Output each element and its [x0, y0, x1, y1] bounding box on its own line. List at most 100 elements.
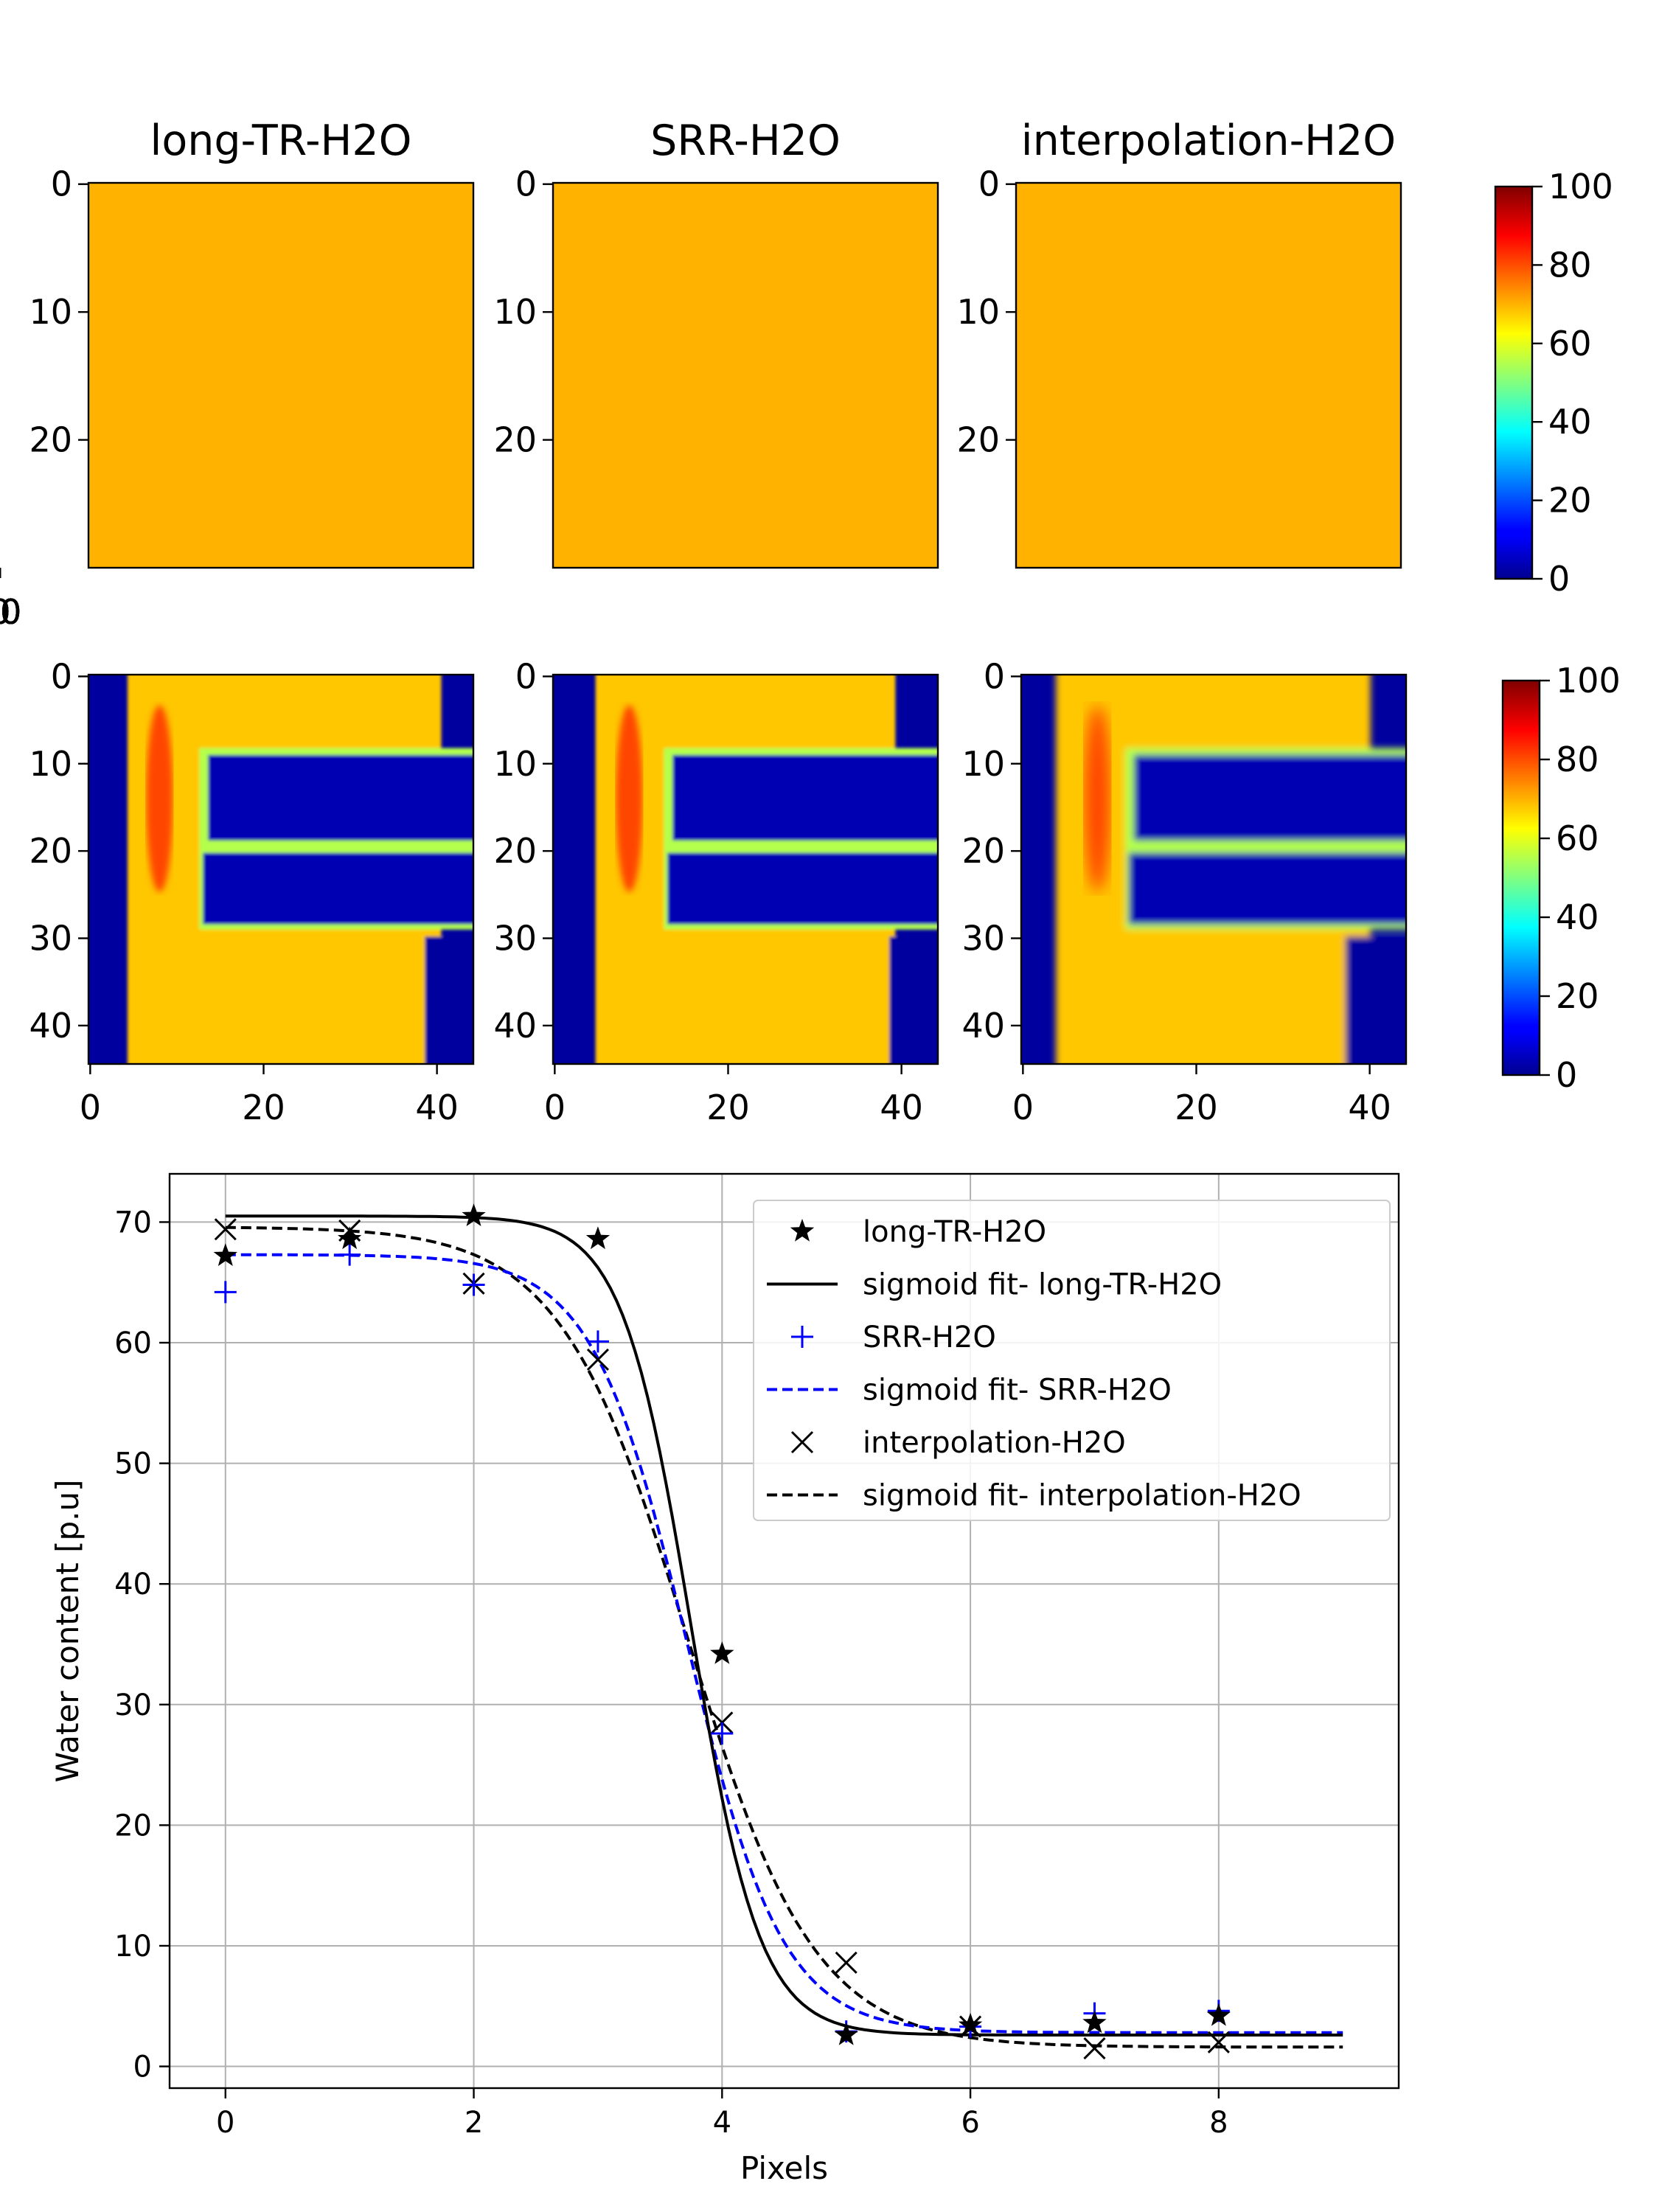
- y-tick-label: 10: [961, 744, 1005, 784]
- data-point-star: [585, 1226, 611, 1250]
- plot-data: [213, 1203, 1343, 2060]
- y-tick-label: 40: [961, 1006, 1005, 1046]
- heatmap-image: [1021, 675, 1406, 1064]
- y-tick-label: 30: [493, 919, 537, 959]
- data-point-star: [834, 2023, 858, 2045]
- x-tick-label: 20: [0, 592, 21, 632]
- axes-frame: [1020, 673, 1408, 1065]
- x-tick-label: 6: [961, 2106, 979, 2140]
- colorbar-tick-label: 60: [1548, 324, 1592, 364]
- x-tick-label: 40: [415, 1088, 459, 1127]
- x-tick-label: 0: [216, 2106, 234, 2140]
- data-point-x: [214, 1218, 237, 1241]
- x-axis-label: Pixels: [740, 2150, 828, 2186]
- x-tick-label: 20: [0, 592, 21, 632]
- data-point-star: [213, 1243, 237, 1266]
- x-tick-label: 40: [1348, 1088, 1391, 1127]
- legend-box: [753, 1200, 1391, 1521]
- colorbar-tick-label: 20: [1548, 481, 1592, 521]
- data-point-star: [338, 1226, 362, 1250]
- colorbar-tick-label: 80: [1556, 740, 1599, 779]
- data-point-x: [1207, 2031, 1230, 2053]
- middle-heatmap-2: 0 20 40 0 10 20 30 40: [961, 656, 1408, 1127]
- phantom-outside: [889, 936, 938, 1064]
- phantom-slot-lower: [667, 852, 938, 925]
- top-heatmap-0: long-TR-H2O0102001020: [0, 116, 475, 632]
- y-tick-label: 20: [114, 1809, 152, 1843]
- data-point-plus: [586, 1330, 609, 1353]
- data-point-plus: [214, 1281, 237, 1304]
- x-tick-label: 2: [465, 2106, 483, 2140]
- phantom-slot-upper: [208, 754, 473, 841]
- colorbar-tick-label: 20: [1556, 976, 1599, 1016]
- y-tick-label: 20: [956, 420, 1000, 460]
- y-tick-label: 20: [961, 831, 1005, 871]
- colorbar-tick-label: 60: [1556, 818, 1599, 858]
- colorbar-0: 0 20 40 60 80 100: [1494, 167, 1613, 599]
- y-tick-label: 20: [29, 420, 72, 460]
- hot-edge-blob: [146, 705, 173, 892]
- y-tick-label: 0: [978, 164, 1000, 204]
- legend: long-TR-H2O sigmoid fit- long-TR-H2O SRR-H…: [753, 1200, 1391, 1521]
- axes-frame: [1015, 181, 1402, 569]
- heatmap-panels: long-TR-H2O0102001020SRR-H2O0102001020in…: [0, 116, 1408, 1127]
- colorbar-tick-label: 100: [1556, 661, 1621, 700]
- data-point-x: [1083, 2037, 1106, 2060]
- heatmap-background: [553, 183, 938, 568]
- colorbar-tick-label: 0: [1548, 559, 1570, 599]
- legend-label: SRR-H2O: [863, 1321, 996, 1354]
- colorbar-tick-label: 40: [1548, 402, 1592, 442]
- x-tick-label: 8: [1209, 2106, 1228, 2140]
- y-tick-label: 10: [956, 292, 1000, 332]
- y-tick-label: 40: [114, 1568, 152, 1601]
- phantom-structure: [127, 675, 473, 1064]
- legend-item-2: SRR-H2O: [791, 1321, 996, 1354]
- data-point-star: [1206, 2003, 1231, 2026]
- legend-label: long-TR-H2O: [863, 1215, 1046, 1249]
- x-tick-label: 0: [544, 1088, 566, 1127]
- x-tick-label: 0: [0, 592, 11, 632]
- line-plot: 0 2 4 6 8 0 10 20 30 40 50 60 70 Pixels Water content …: [49, 1172, 1400, 2186]
- heatmap-background: [1016, 183, 1401, 568]
- hot-edge-blob: [616, 705, 643, 892]
- y-tick-label: 0: [515, 164, 537, 204]
- x-tick-label: 0: [0, 592, 11, 632]
- y-tick-label: 30: [29, 919, 72, 959]
- phantom-structure: [1056, 675, 1406, 1064]
- phantom-slot-upper: [672, 754, 938, 841]
- phantom-outside: [1345, 936, 1406, 1064]
- y-tick-label: 40: [493, 1006, 537, 1046]
- x-tick-label: 20: [1175, 1088, 1218, 1127]
- legend-label: sigmoid fit- interpolation-H2O: [863, 1479, 1301, 1513]
- data-point-plus: [338, 1243, 361, 1266]
- phantom-slot-lower: [1128, 852, 1406, 925]
- y-tick-label: 0: [515, 656, 537, 696]
- colorbar-1: 0 20 40 60 80 100: [1501, 661, 1621, 1095]
- x-tick-label: 20: [242, 1088, 285, 1127]
- colorbar-tick-label: 40: [1556, 897, 1599, 937]
- y-axis-label: Water content [p.u]: [49, 1479, 86, 1782]
- heatmap-background: [88, 183, 473, 568]
- axes-frame: [168, 1172, 1400, 2090]
- hot-edge-blob: [1084, 705, 1111, 892]
- x-tick-label: 4: [713, 2106, 731, 2140]
- hot-edge: [146, 705, 173, 892]
- x-tick-label: 10: [0, 592, 21, 632]
- y-tick-label: 0: [984, 656, 1005, 696]
- x-tick-label: 40: [880, 1088, 923, 1127]
- axes: 0 2 4 6 8 0 10 20 30 40 50 60 70 Pixels Water content …: [49, 1206, 1228, 2186]
- y-tick-label: 10: [29, 744, 72, 784]
- data-point-star: [790, 1219, 815, 1242]
- y-tick-label: 20: [29, 831, 72, 871]
- y-tick-label: 30: [961, 919, 1005, 959]
- data-point-plus: [711, 1722, 734, 1745]
- y-tick-label: 0: [133, 2051, 152, 2084]
- y-tick-label: 40: [29, 1006, 72, 1046]
- colorbar-frame: [1494, 185, 1534, 580]
- heatmap-title: long-TR-H2O: [150, 116, 411, 165]
- y-tick-label: 0: [51, 656, 72, 696]
- legend-label: sigmoid fit- long-TR-H2O: [863, 1268, 1222, 1302]
- data-point-star: [462, 1203, 486, 1226]
- fit-line-5: [225, 1225, 1343, 2049]
- heatmap-image: [1016, 183, 1401, 568]
